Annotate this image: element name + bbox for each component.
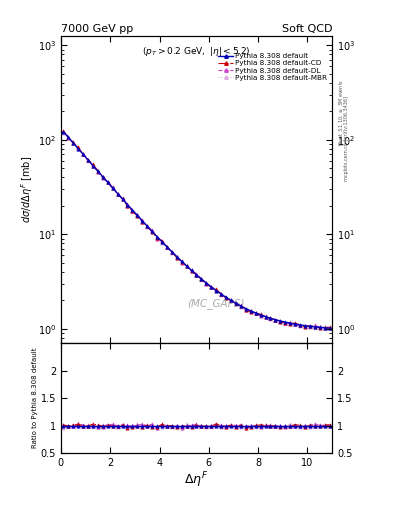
X-axis label: $\Delta\eta^F$: $\Delta\eta^F$ (184, 471, 209, 490)
Text: (MC_GAPS): (MC_GAPS) (187, 298, 244, 309)
Text: $(p_T > 0.2\ \mathrm{GeV},\ |\eta| < 5.2)$: $(p_T > 0.2\ \mathrm{GeV},\ |\eta| < 5.2… (142, 45, 251, 58)
Text: Soft QCD: Soft QCD (282, 24, 332, 34)
Text: mcplots.cern.ch [arXiv:1306.3436]: mcplots.cern.ch [arXiv:1306.3436] (344, 96, 349, 181)
Legend: Pythia 8.308 default, Pythia 8.308 default-CD, Pythia 8.308 default-DL, Pythia 8: Pythia 8.308 default, Pythia 8.308 defau… (217, 52, 329, 82)
Y-axis label: Ratio to Pythia 8.308 default: Ratio to Pythia 8.308 default (32, 348, 38, 449)
Text: Rivet 3.1.10, $\geq$ 3M events: Rivet 3.1.10, $\geq$ 3M events (337, 79, 345, 146)
Text: 7000 GeV pp: 7000 GeV pp (61, 24, 133, 34)
Y-axis label: $d\sigma/d\Delta\eta^F\ \mathrm{[mb]}$: $d\sigma/d\Delta\eta^F\ \mathrm{[mb]}$ (19, 156, 35, 223)
